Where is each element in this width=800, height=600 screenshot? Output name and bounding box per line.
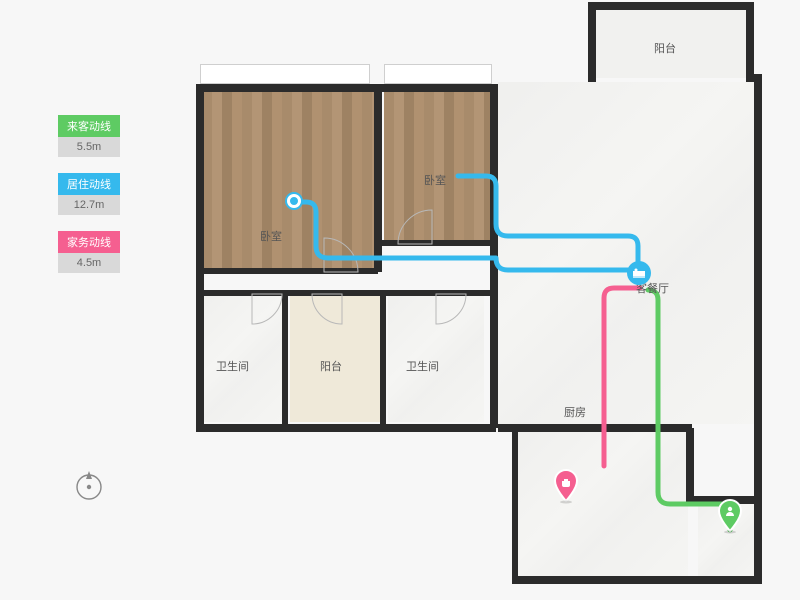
room-label-bedroom-left: 卧室	[260, 228, 282, 244]
wall-segment	[746, 2, 754, 82]
legend-swatch-guest: 来客动线	[58, 115, 120, 137]
compass-icon	[72, 468, 106, 502]
wall-segment	[498, 424, 692, 432]
legend-value-living: 12.7m	[58, 195, 120, 215]
room-label-bath-right: 卫生间	[406, 358, 439, 374]
wall-segment	[686, 428, 694, 504]
wall-segment	[374, 88, 382, 272]
wall-segment	[512, 576, 694, 584]
floorplan: 阳台卧室卧室客餐厅卫生间阳台卫生间厨房	[178, 0, 772, 588]
wall-segment	[512, 428, 518, 580]
wall-segment	[196, 84, 204, 430]
legend-value-guest: 5.5m	[58, 137, 120, 157]
wall-segment	[686, 496, 762, 504]
wall-segment	[490, 88, 498, 428]
legend-item-guest: 来客动线 5.5m	[58, 115, 120, 157]
room-label-living: 客餐厅	[636, 280, 669, 296]
wall-segment	[588, 2, 596, 82]
wall-segment	[754, 74, 762, 504]
room-label-balcony-mid: 阳台	[320, 358, 342, 374]
wall-segment	[380, 292, 386, 426]
room-label-bath-left: 卫生间	[216, 358, 249, 374]
legend: 来客动线 5.5m 居住动线 12.7m 家务动线 4.5m	[58, 115, 120, 289]
room-label-balcony-top: 阳台	[654, 40, 676, 56]
legend-swatch-living: 居住动线	[58, 173, 120, 195]
window-outline	[200, 64, 370, 84]
room-label-kitchen: 厨房	[564, 404, 586, 420]
wall-segment	[202, 268, 378, 274]
room-kitchen	[518, 432, 688, 576]
room-entry	[698, 502, 758, 576]
window-outline	[384, 64, 492, 84]
wall-segment	[196, 84, 498, 92]
legend-value-chore: 4.5m	[58, 253, 120, 273]
legend-swatch-chore: 家务动线	[58, 231, 120, 253]
room-bedroom-right	[384, 92, 490, 242]
room-bedroom-left	[202, 92, 376, 268]
wall-segment	[282, 292, 288, 426]
room-living	[498, 82, 758, 424]
wall-segment	[202, 290, 490, 296]
legend-item-living: 居住动线 12.7m	[58, 173, 120, 215]
room-label-bedroom-right: 卧室	[424, 172, 446, 188]
wall-segment	[382, 240, 494, 246]
wall-segment	[754, 496, 762, 584]
wall-segment	[196, 424, 496, 432]
wall-segment	[588, 2, 752, 10]
legend-item-chore: 家务动线 4.5m	[58, 231, 120, 273]
wall-segment	[694, 576, 762, 584]
